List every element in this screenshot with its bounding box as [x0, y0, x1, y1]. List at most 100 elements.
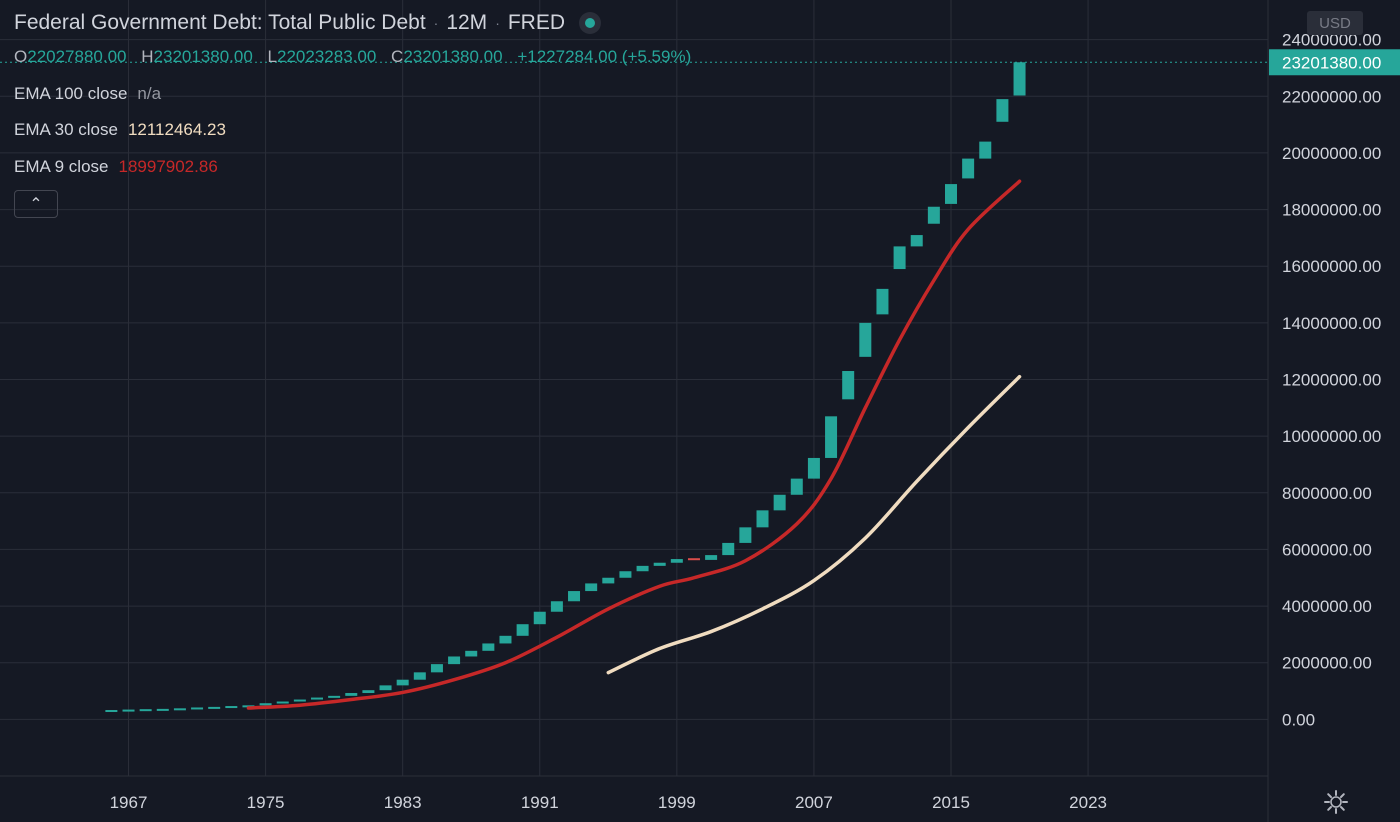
- price-tick-label: 2000000.00: [1282, 654, 1372, 673]
- price-tick-label: 8000000.00: [1282, 484, 1372, 503]
- indicator-value: 12112464.23: [127, 120, 226, 139]
- candle: [705, 555, 718, 560]
- candle: [962, 158, 975, 179]
- candle: [945, 184, 957, 204]
- time-tick-label: 1983: [384, 793, 422, 812]
- candle: [173, 708, 186, 711]
- candle: [482, 643, 495, 651]
- candle: [979, 141, 992, 159]
- candle: [1013, 62, 1026, 96]
- price-tick-label: 4000000.00: [1282, 597, 1372, 616]
- candle: [533, 611, 546, 625]
- indicator-ema30[interactable]: EMA 30 close 12112464.23: [14, 120, 226, 140]
- candle: [807, 457, 820, 479]
- chevron-up-icon: ⌃: [29, 196, 43, 213]
- candle: [276, 701, 289, 704]
- price-tick-label: 18000000.00: [1282, 201, 1381, 220]
- candle: [893, 246, 906, 270]
- candle: [139, 709, 152, 712]
- indicator-value: n/a: [137, 84, 162, 103]
- candle: [465, 650, 478, 657]
- price-tick-label: 20000000.00: [1282, 144, 1381, 163]
- candle: [259, 703, 272, 706]
- candle: [499, 635, 512, 644]
- candle: [430, 664, 443, 673]
- symbol-title[interactable]: Federal Government Debt: Total Public De…: [14, 11, 426, 34]
- candle: [379, 685, 392, 691]
- time-tick-label: 1991: [521, 793, 559, 812]
- candle: [653, 562, 666, 566]
- candle: [345, 693, 358, 696]
- candle: [602, 577, 615, 584]
- candle: [208, 706, 221, 709]
- interval-label[interactable]: 12M: [446, 11, 488, 34]
- time-tick-label: 2023: [1069, 793, 1107, 812]
- indicator-name[interactable]: EMA 30 close: [14, 120, 118, 139]
- gear-icon[interactable]: [1322, 788, 1350, 816]
- title-separator: ·: [495, 15, 500, 31]
- candle: [910, 235, 923, 247]
- price-tick-label: 10000000.00: [1282, 427, 1381, 446]
- candle: [756, 510, 769, 528]
- high-value: 23201380.00: [153, 47, 253, 66]
- candle: [568, 591, 581, 602]
- candle: [636, 565, 649, 572]
- candle: [293, 699, 306, 702]
- candle: [842, 371, 855, 400]
- indicator-value: 18997902.86: [118, 157, 218, 176]
- candle: [191, 707, 204, 710]
- title-separator: ·: [433, 15, 439, 31]
- candles: [105, 62, 1026, 713]
- candle: [927, 206, 940, 224]
- candle: [687, 558, 700, 561]
- candle: [585, 583, 598, 592]
- last-price-line: 23201380.00: [0, 49, 1400, 76]
- market-status-icon[interactable]: [579, 12, 602, 34]
- time-tick-label: 1999: [658, 793, 696, 812]
- candle: [996, 99, 1009, 122]
- candle: [311, 697, 323, 700]
- indicator-name[interactable]: EMA 100 close: [14, 84, 128, 103]
- price-tick-label: 22000000.00: [1282, 87, 1381, 106]
- candle: [670, 559, 683, 563]
- time-tick-label: 1975: [247, 793, 285, 812]
- ema-line: [606, 374, 1022, 675]
- source-label[interactable]: FRED: [507, 11, 566, 34]
- candle: [105, 710, 118, 713]
- last-price-label: 23201380.00: [1282, 53, 1381, 72]
- price-tick-label: 16000000.00: [1282, 257, 1381, 276]
- price-tick-label: 14000000.00: [1282, 314, 1381, 333]
- open-value: 22027880.00: [27, 47, 127, 66]
- candle: [619, 571, 632, 578]
- ema-lines: [246, 179, 1022, 710]
- candle: [739, 527, 752, 543]
- close-value: 23201380.00: [403, 47, 503, 66]
- candle: [328, 695, 341, 698]
- candle: [156, 708, 169, 711]
- candle: [516, 624, 529, 636]
- candle: [825, 416, 838, 458]
- ohlc-values: O22027880.00 H23201380.00 L22023283.00 C…: [14, 47, 691, 67]
- legend-title-row[interactable]: Federal Government Debt: Total Public De…: [14, 11, 602, 35]
- time-tick-label: 2007: [795, 793, 833, 812]
- candle: [122, 709, 135, 712]
- candle: [448, 656, 461, 665]
- time-tick-label: 1967: [110, 793, 148, 812]
- candle: [413, 672, 426, 680]
- last-price-tag: [1269, 49, 1400, 76]
- indicator-ema100[interactable]: EMA 100 close n/a: [14, 84, 161, 104]
- price-axis[interactable]: 24000000.00 22000000.00 20000000.00 1800000…: [1282, 31, 1381, 730]
- collapse-legend-button[interactable]: ⌃: [14, 190, 58, 218]
- candle: [876, 288, 889, 315]
- price-tick-label: 6000000.00: [1282, 540, 1372, 559]
- indicator-ema9[interactable]: EMA 9 close 18997902.86: [14, 157, 218, 177]
- price-tick-label: 24000000.00: [1282, 31, 1381, 50]
- time-tick-label: 2015: [932, 793, 970, 812]
- time-axis[interactable]: 1967 1975 1983 1991 1999 2007 2015 2023: [110, 793, 1107, 812]
- candle: [550, 601, 563, 612]
- indicator-name[interactable]: EMA 9 close: [14, 157, 109, 176]
- grid-lines: [0, 0, 1268, 776]
- currency-button[interactable]: USD: [1307, 11, 1363, 35]
